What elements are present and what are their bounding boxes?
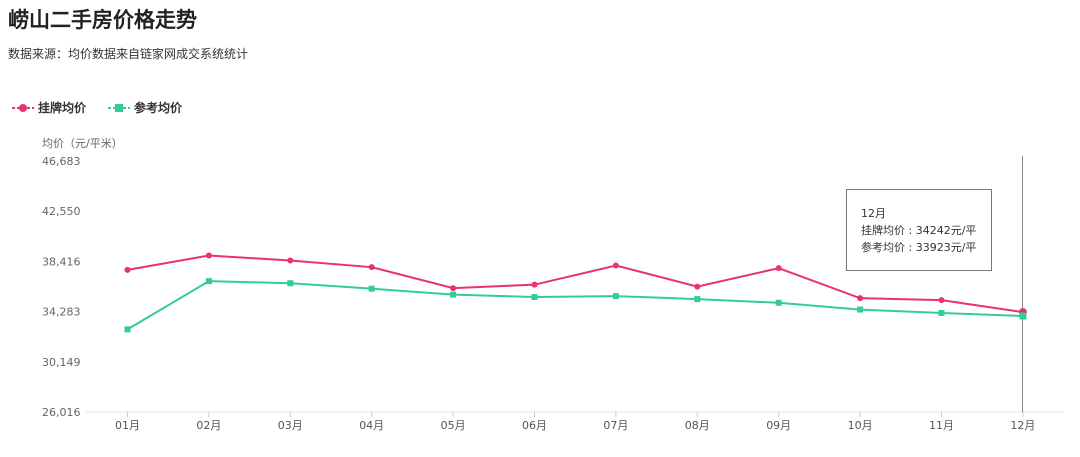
data-point-reference[interactable]: [938, 309, 945, 316]
series-line-1: [126, 280, 1023, 331]
data-point-reference[interactable]: [775, 299, 782, 306]
tooltip-reference-price: 参考均价 : 33923元/平: [861, 241, 977, 254]
data-point-reference[interactable]: [124, 326, 131, 333]
x-tick-label: 01月: [115, 419, 140, 432]
legend-item-reference-price[interactable]: 参考均价: [108, 99, 182, 116]
data-point-listing[interactable]: [368, 264, 375, 271]
tooltip-listing-price: 挂牌均价 : 34242元/平: [861, 224, 977, 237]
data-point-reference[interactable]: [287, 280, 294, 287]
x-tick-label: 08月: [685, 419, 710, 432]
x-tick-label: 02月: [196, 419, 221, 432]
x-tick-label: 12月: [1010, 419, 1035, 432]
data-point-reference[interactable]: [531, 294, 538, 301]
chart-subtitle: 数据来源：均价数据来自链家网成交系统统计: [8, 47, 249, 61]
circle-marker-icon: [12, 103, 34, 112]
data-point-listing[interactable]: [450, 285, 457, 292]
x-tick-label: 03月: [278, 419, 303, 432]
data-point-reference[interactable]: [205, 278, 212, 285]
x-tick-label: 07月: [603, 419, 628, 432]
data-point-listing[interactable]: [287, 257, 294, 264]
y-tick-label: 38,416: [42, 255, 81, 268]
series-line-0: [127, 254, 1024, 314]
data-point-reference[interactable]: [694, 296, 701, 303]
x-tick-label: 11月: [929, 419, 954, 432]
data-point-listing[interactable]: [612, 262, 619, 269]
square-marker-icon: [108, 103, 131, 112]
y-tick-label: 42,550: [42, 205, 81, 218]
data-point-listing[interactable]: [694, 283, 701, 290]
tooltip: 12月 挂牌均价 : 34242元/平 参考均价 : 33923元/平: [846, 189, 992, 271]
data-point-listing[interactable]: [205, 252, 212, 259]
legend-item-listing-price[interactable]: 挂牌均价: [12, 99, 86, 116]
x-tick-label: 10月: [848, 419, 873, 432]
y-tick-label: 26,016: [42, 406, 81, 419]
chart-title: 崂山二手房价格走势: [8, 8, 197, 32]
x-tick-label: 06月: [522, 419, 547, 432]
x-tick-label: 09月: [766, 419, 791, 432]
data-point-listing[interactable]: [775, 265, 782, 272]
data-point-listing[interactable]: [857, 295, 864, 302]
data-point-reference[interactable]: [857, 306, 864, 313]
data-point-listing[interactable]: [531, 281, 538, 288]
y-tick-label: 46,683: [42, 155, 81, 168]
data-point-reference[interactable]: [450, 291, 457, 298]
legend-label-listing-price: 挂牌均价: [38, 101, 87, 115]
y-tick-label: 34,283: [42, 306, 81, 319]
data-point-reference[interactable]: [1019, 312, 1027, 320]
chart-legend: 挂牌均价 参考均价: [12, 99, 204, 116]
y-axis-label: 均价（元/平米）: [42, 137, 123, 150]
y-tick-label: 30,149: [42, 356, 81, 369]
legend-label-reference-price: 参考均价: [134, 101, 183, 115]
x-tick-label: 04月: [359, 419, 384, 432]
data-point-reference[interactable]: [368, 285, 375, 292]
tooltip-month: 12月: [861, 207, 886, 220]
data-point-listing[interactable]: [938, 297, 945, 304]
data-point-reference[interactable]: [612, 293, 619, 300]
x-tick-label: 05月: [441, 419, 466, 432]
data-point-listing[interactable]: [124, 266, 131, 273]
